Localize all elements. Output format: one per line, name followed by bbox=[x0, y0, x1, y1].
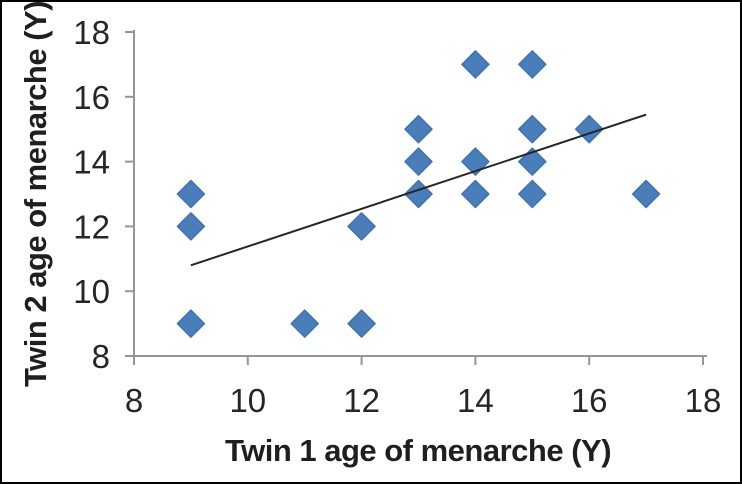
trend-line bbox=[190, 113, 647, 267]
data-point-diamond bbox=[176, 179, 206, 209]
data-point-diamond bbox=[518, 50, 547, 79]
data-point-diamond bbox=[347, 212, 376, 241]
data-point-diamond bbox=[461, 179, 490, 209]
x-tick-label: 10 bbox=[229, 382, 266, 419]
y-axis-title: Twin 2 age of menarche (Y) bbox=[18, 2, 53, 387]
data-point-diamond bbox=[631, 179, 661, 209]
axis-ticks bbox=[125, 31, 704, 365]
axis-tick-labels: 8 10 12 14 16 18 8 10 12 14 16 18 bbox=[73, 14, 721, 419]
y-tick-label: 14 bbox=[73, 144, 110, 181]
x-tick-label: 8 bbox=[125, 382, 143, 419]
data-point-diamond bbox=[404, 114, 433, 144]
x-tick-label: 12 bbox=[343, 382, 380, 419]
data-point-diamond bbox=[290, 309, 319, 338]
y-tick-label: 18 bbox=[73, 14, 110, 51]
data-point-diamond bbox=[518, 114, 547, 144]
regression-line bbox=[190, 113, 647, 267]
data-point-diamond bbox=[518, 179, 547, 209]
x-tick-label: 18 bbox=[685, 382, 722, 419]
axes bbox=[133, 30, 707, 357]
x-tick-label: 14 bbox=[457, 382, 494, 419]
y-tick-label: 12 bbox=[73, 208, 110, 245]
data-point-diamond bbox=[404, 147, 433, 176]
y-tick-label: 16 bbox=[73, 79, 110, 116]
data-point-diamond bbox=[176, 309, 206, 338]
data-point-diamond bbox=[461, 50, 490, 79]
x-tick-label: 16 bbox=[571, 382, 608, 419]
y-tick-label: 10 bbox=[73, 273, 110, 310]
data-point-diamond bbox=[574, 114, 604, 144]
y-tick-label: 8 bbox=[92, 338, 110, 375]
data-point-diamond bbox=[176, 212, 206, 241]
data-points bbox=[176, 50, 661, 338]
data-point-diamond bbox=[347, 309, 376, 338]
x-axis-title: Twin 1 age of menarche (Y) bbox=[225, 433, 611, 468]
